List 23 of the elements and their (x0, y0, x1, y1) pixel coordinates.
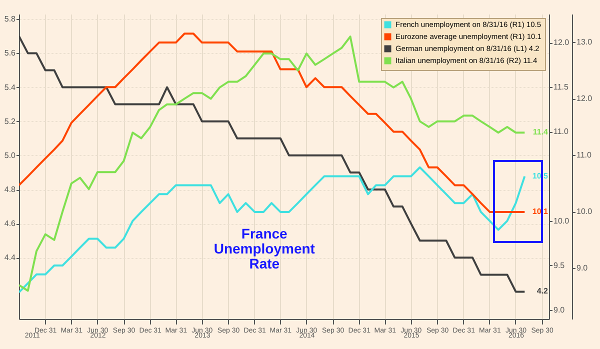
y2-tick-label: 11.5 (554, 82, 570, 92)
y3-tick-label: 13.0 (576, 38, 593, 47)
y-tick-label: 4.4 (4, 253, 16, 262)
y3-tick-label: 9.0 (576, 264, 588, 273)
line-series (19, 166, 526, 294)
annotation: France Unemployment Rate (214, 226, 316, 272)
data-label: 11.4 (532, 128, 549, 137)
y3-tick-label: 10.0 (576, 207, 593, 216)
y2-tick-label: 9.5 (554, 260, 566, 270)
y2-tick-label: 12.0 (554, 38, 570, 48)
y-tick-label: 5.2 (4, 116, 16, 126)
y2-tick-label: 11.0 (554, 127, 570, 136)
y-tick-label: 4.6 (4, 219, 16, 228)
y3-tick-label: 11.0 (576, 150, 592, 160)
y-tick-label: 4.8 (4, 185, 16, 194)
y-tick-label: 5.0 (4, 150, 16, 160)
y3-tick-label: 12.0 (576, 94, 593, 104)
y2-tick-label: 10.0 (554, 216, 570, 226)
y2-tick-label: 9.0 (554, 306, 566, 315)
y-tick-label: 5.6 (4, 48, 16, 58)
y-tick-label: 5.4 (4, 82, 16, 92)
data-label: 4.2 (536, 286, 549, 296)
y-tick-label: 5.8 (4, 14, 16, 24)
